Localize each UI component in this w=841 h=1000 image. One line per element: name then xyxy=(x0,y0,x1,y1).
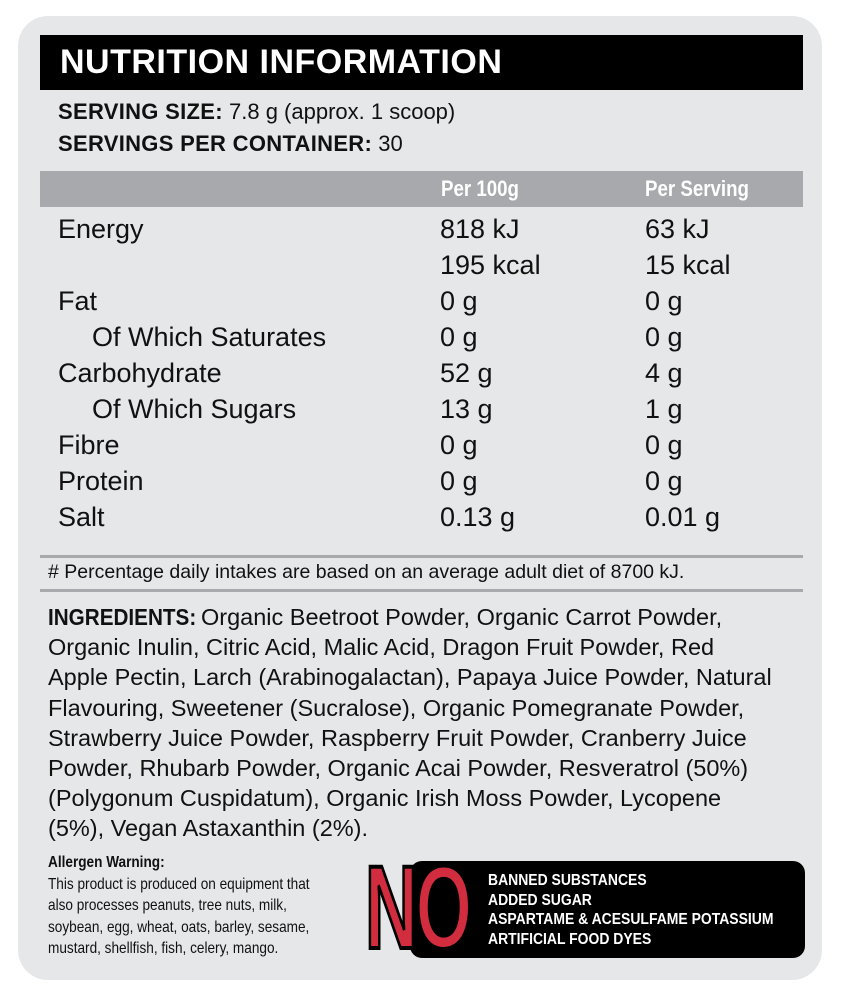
per-serving-value: 1 g xyxy=(645,394,683,424)
title-bar: NUTRITION INFORMATION xyxy=(40,35,803,90)
allergen-warning: Allergen Warning: This product is produc… xyxy=(48,852,356,960)
ingredients-line: Flavouring, Sweetener (Sucralose), Organ… xyxy=(48,694,745,721)
per-100g-value: 0 g xyxy=(440,430,478,460)
per-serving-value: 0 g xyxy=(645,286,683,316)
nutrient-label: Of Which Sugars xyxy=(92,394,297,424)
ingredients: INGREDIENTS: Organic Beetroot Powder, Or… xyxy=(48,602,772,844)
table-row: Fibre 0 g 0 g xyxy=(0,430,841,466)
table-row: Protein 0 g 0 g xyxy=(0,466,841,502)
no-badge-item: BANNED SUBSTANCES xyxy=(488,872,647,889)
no-badge-word: NO xyxy=(364,842,474,974)
serving-size: SERVING SIZE: 7.8 g (approx. 1 scoop) xyxy=(58,99,455,125)
servings-per-container-label: SERVINGS PER CONTAINER: xyxy=(58,131,373,156)
column-per-100g: Per 100g xyxy=(441,176,519,201)
ingredients-line: Apple Pectin, Larch (Arabinogalactan), P… xyxy=(48,664,772,691)
per-100g-value: 0 g xyxy=(440,466,478,496)
ingredients-line: (5%), Vegan Astaxanthin (2%). xyxy=(48,815,369,842)
per-100g-value: 52 g xyxy=(440,358,493,388)
nutrient-label: Fibre xyxy=(58,430,120,460)
allergen-line: This product is produced on equipment th… xyxy=(48,875,310,893)
ingredients-line: Strawberry Juice Powder, Raspberry Fruit… xyxy=(48,724,747,751)
nutrient-label: Fat xyxy=(58,286,98,316)
per-serving-value: 0.01 g xyxy=(645,502,721,532)
per-serving-value: 15 kcal xyxy=(645,250,731,280)
allergen-line: mustard, shellfish, fish, celery, mango. xyxy=(48,940,279,957)
no-badge-item: ASPARTAME & ACESULFAME POTASSIUM xyxy=(488,911,774,928)
per-100g-value: 0.13 g xyxy=(440,502,516,532)
nutrient-label: Salt xyxy=(58,502,105,532)
allergen-line: also processes peanuts, tree nuts, milk, xyxy=(48,897,287,914)
no-badge-item: ARTIFICIAL FOOD DYES xyxy=(488,930,652,948)
nutrient-label: Carbohydrate xyxy=(58,358,222,388)
per-100g-value: 0 g xyxy=(440,322,478,352)
per-serving-value: 0 g xyxy=(645,430,683,460)
no-badge-list: BANNED SUBSTANCES ADDED SUGAR ASPARTAME … xyxy=(488,871,805,949)
divider xyxy=(40,555,803,558)
table-row: Energy 818 kJ 63 kJ xyxy=(0,214,841,250)
page-title: NUTRITION INFORMATION xyxy=(60,43,503,81)
no-badge-box xyxy=(410,861,805,958)
nutrient-label: Protein xyxy=(58,466,144,496)
ingredients-label: INGREDIENTS: xyxy=(48,604,197,630)
per-serving-value: 63 kJ xyxy=(645,214,710,244)
divider xyxy=(40,589,803,592)
table-row: Of Which Saturates 0 g 0 g xyxy=(0,322,841,358)
nutrient-label: Energy xyxy=(58,214,144,244)
per-100g-value: 13 g xyxy=(440,394,493,424)
allergen-line: soybean, egg, wheat, oats, barley, sesam… xyxy=(48,918,310,936)
serving-size-label: SERVING SIZE: xyxy=(58,99,223,124)
footnote: # Percentage daily intakes are based on … xyxy=(48,561,685,583)
per-100g-value: 195 kcal xyxy=(440,250,541,280)
no-badge-item: ADDED SUGAR xyxy=(488,891,592,909)
table-row: Salt 0.13 g 0.01 g xyxy=(0,502,841,538)
ingredients-line: (Polygonum Cuspidatum), Organic Irish Mo… xyxy=(48,785,722,812)
table-row: Carbohydrate 52 g 4 g xyxy=(0,358,841,394)
ingredients-line: Organic Inulin, Citric Acid, Malic Acid,… xyxy=(48,634,715,661)
per-serving-value: 0 g xyxy=(645,322,683,352)
servings-per-container: SERVINGS PER CONTAINER: 30 xyxy=(58,131,403,157)
per-100g-value: 0 g xyxy=(440,286,478,316)
column-per-serving: Per Serving xyxy=(645,176,749,201)
per-100g-value: 818 kJ xyxy=(440,214,520,244)
allergen-title: Allergen Warning: xyxy=(48,854,165,871)
table-row: Of Which Sugars 13 g 1 g xyxy=(0,394,841,430)
table-header: Per 100g Per Serving xyxy=(40,171,803,207)
per-serving-value: 4 g xyxy=(645,358,683,388)
ingredients-line: Powder, Rhubarb Powder, Organic Acai Pow… xyxy=(48,755,749,782)
table-row: 195 kcal 15 kcal xyxy=(0,250,841,286)
servings-per-container-value: 30 xyxy=(378,131,403,156)
nutrient-label: Of Which Saturates xyxy=(92,322,327,352)
table-row: Fat 0 g 0 g xyxy=(0,286,841,322)
serving-size-value: 7.8 g (approx. 1 scoop) xyxy=(229,99,456,124)
ingredients-line: Organic Beetroot Powder, Organic Carrot … xyxy=(194,604,723,630)
per-serving-value: 0 g xyxy=(645,466,683,496)
